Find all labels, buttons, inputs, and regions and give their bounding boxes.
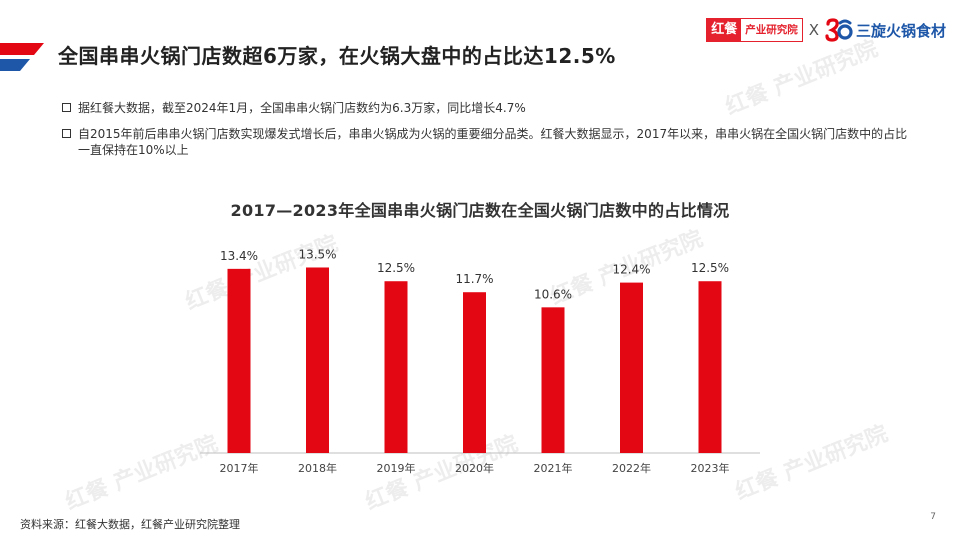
hongcan-logo: 红餐 产业研究院: [706, 18, 803, 42]
x-tick-label: 2018年: [298, 461, 337, 475]
data-label: 13.5%: [298, 247, 336, 261]
watermark: 红餐 产业研究院: [62, 431, 222, 516]
title-decoration-band: [0, 43, 44, 71]
bar: [698, 281, 722, 453]
sanxuan-logo: 三旋火锅食材: [825, 18, 946, 42]
bar: [620, 282, 643, 453]
page-number: 7: [930, 512, 936, 522]
bar: [541, 307, 565, 453]
bullet-text: 据红餐大数据，截至2024年1月，全国串串火锅门店数约为6.3万家，同比增长4.…: [78, 101, 526, 115]
source-note: 资料来源：红餐大数据，红餐产业研究院整理: [20, 518, 240, 531]
x-tick-label: 2020年: [455, 461, 494, 475]
sanxuan-logo-text: 三旋火锅食材: [855, 21, 946, 40]
hongcan-logo-mark: 红餐: [707, 19, 742, 41]
sanxuan-logo-icon: [825, 18, 853, 42]
logo-separator: X: [808, 21, 819, 39]
data-label: 10.6%: [534, 287, 572, 301]
x-tick-label: 2021年: [534, 461, 573, 475]
data-label: 12.4%: [612, 263, 650, 277]
bullet-square-icon: [62, 103, 71, 112]
data-label: 12.5%: [377, 261, 415, 275]
x-tick-label: 2017年: [220, 461, 259, 475]
bar: [463, 292, 486, 453]
data-label: 11.7%: [455, 272, 493, 286]
bullet-square-icon: [62, 129, 71, 138]
bullet-item: 自2015年前后串串火锅门店数实现爆发式增长后，串串火锅成为火锅的重要细分品类。…: [62, 126, 912, 158]
hongcan-logo-text: 产业研究院: [745, 24, 798, 36]
x-tick-label: 2019年: [377, 461, 416, 475]
bullet-list: 据红餐大数据，截至2024年1月，全国串串火锅门店数约为6.3万家，同比增长4.…: [62, 100, 912, 168]
brand-logos: 红餐 产业研究院 X 三旋火锅食材: [706, 16, 946, 44]
x-tick-label: 2023年: [691, 461, 730, 475]
chart-title: 2017—2023年全国串串火锅门店数在全国火锅门店数中的占比情况: [230, 201, 730, 220]
bullet-item: 据红餐大数据，截至2024年1月，全国串串火锅门店数约为6.3万家，同比增长4.…: [62, 100, 912, 116]
bar: [227, 268, 251, 453]
data-label: 13.4%: [220, 249, 258, 263]
bar-chart: 13.4% 2017年 13.5% 2018年 12.5% 2019年 11.7% 2020年…: [200, 247, 760, 475]
bullet-text: 自2015年前后串串火锅门店数实现爆发式增长后，串串火锅成为火锅的重要细分品类。…: [78, 127, 908, 157]
data-label: 12.5%: [691, 261, 729, 275]
bar: [306, 267, 329, 453]
x-tick-label: 2022年: [612, 461, 651, 475]
page-title: 全国串串火锅门店数超6万家，在火锅大盘中的占比达12.5%: [58, 44, 616, 68]
bar: [384, 281, 408, 453]
